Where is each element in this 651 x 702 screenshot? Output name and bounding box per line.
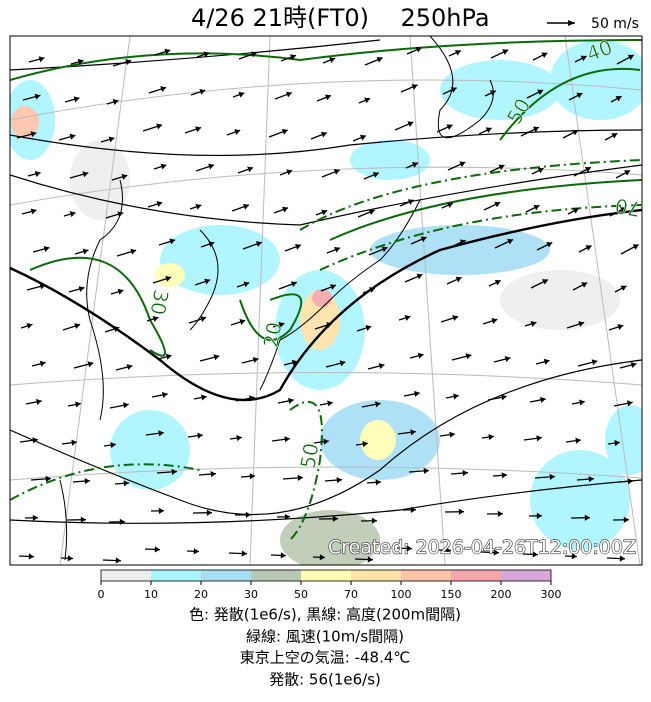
colorbar-tick-label: 100 [391,588,412,601]
contour-label: 70 [613,193,642,221]
colorbar-tick-label: 50 [294,588,308,601]
colorbar-segment [301,570,351,581]
colorbar-segment [351,570,401,581]
caption-line: 緑線: 風速(10m/s間隔) [246,628,404,646]
caption: 色: 発散(1e6/s), 黒線: 高度(200m間隔) 緑線: 風速(10m/… [189,606,461,689]
colorbar-tick-label: 20 [194,588,208,601]
wind-scale-label: 50 m/s [591,16,639,32]
map-title: 4/26 21時(FT0) [191,4,369,32]
colorbar-tick-label: 70 [344,588,358,601]
created-stamp: Created: 2026-04-26T12:00:00Z [328,537,636,559]
colorbar-tick-label: 300 [541,588,562,601]
colorbar-segment [101,570,151,581]
colorbar-segment [251,570,301,581]
colorbar-tick-label: 30 [244,588,258,601]
colorbar-segment [501,570,551,581]
contour-label: 20 [258,320,286,349]
colorbar-tick-label: 200 [491,588,512,601]
colorbar-segment [451,570,501,581]
colorbar-segment [201,570,251,581]
caption-line: 色: 発散(1e6/s), 黒線: 高度(200m間隔) [189,606,461,624]
colorbar-segment [151,570,201,581]
wind-scale-head [568,20,575,26]
caption-line: 東京上空の気温: -48.4℃ [240,649,410,667]
colorbar-tick-label: 0 [98,588,105,601]
colorbar-tick-label: 150 [441,588,462,601]
colorbar-tick-label: 10 [144,588,158,601]
pressure-level: 250hPa [400,4,489,32]
contour-label: 30 [145,288,173,317]
caption-line: 発散: 56(1e6/s) [269,671,381,689]
contour-label: 50 [295,441,323,470]
colorbar: 0 10 20 30 50 70 100 150 200 300 [98,570,562,601]
colorbar-segment [401,570,451,581]
map-area: 40 50 70 30 20 50 Created: 2026-04-26T12… [5,35,651,570]
